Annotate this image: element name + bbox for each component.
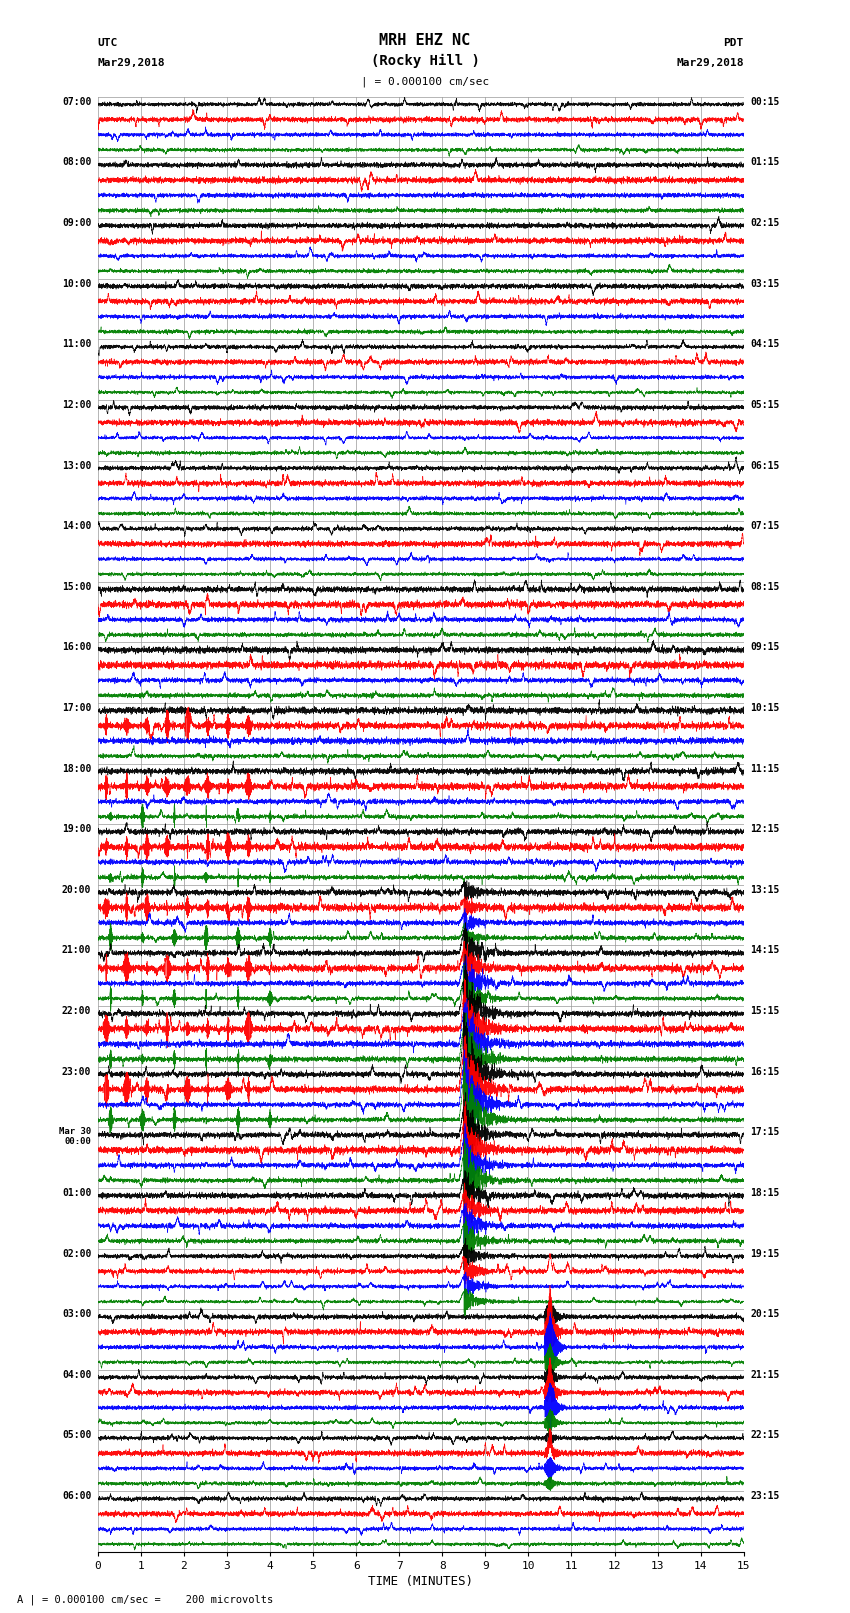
Text: 22:00: 22:00 bbox=[62, 1007, 91, 1016]
Text: 02:00: 02:00 bbox=[62, 1248, 91, 1258]
Text: 06:00: 06:00 bbox=[62, 1490, 91, 1502]
Text: | = 0.000100 cm/sec: | = 0.000100 cm/sec bbox=[361, 76, 489, 87]
Text: 14:00: 14:00 bbox=[62, 521, 91, 531]
Text: PDT: PDT bbox=[723, 39, 744, 48]
Text: 11:15: 11:15 bbox=[751, 763, 779, 774]
Text: Mar29,2018: Mar29,2018 bbox=[677, 58, 744, 68]
Text: 19:15: 19:15 bbox=[751, 1248, 779, 1258]
Text: UTC: UTC bbox=[98, 39, 118, 48]
Text: 18:00: 18:00 bbox=[62, 763, 91, 774]
Text: Mar 30
00:00: Mar 30 00:00 bbox=[59, 1127, 91, 1147]
Text: 10:00: 10:00 bbox=[62, 279, 91, 289]
Text: 16:00: 16:00 bbox=[62, 642, 91, 652]
Text: 21:00: 21:00 bbox=[62, 945, 91, 955]
Text: 02:15: 02:15 bbox=[751, 218, 779, 227]
Text: 12:15: 12:15 bbox=[751, 824, 779, 834]
Text: 12:00: 12:00 bbox=[62, 400, 91, 410]
Text: 18:15: 18:15 bbox=[751, 1187, 779, 1198]
Text: MRH EHZ NC: MRH EHZ NC bbox=[379, 34, 471, 48]
Text: 05:15: 05:15 bbox=[751, 400, 779, 410]
Text: 06:15: 06:15 bbox=[751, 461, 779, 471]
Text: 11:00: 11:00 bbox=[62, 339, 91, 350]
Text: A | = 0.000100 cm/sec =    200 microvolts: A | = 0.000100 cm/sec = 200 microvolts bbox=[17, 1594, 273, 1605]
Text: 00:15: 00:15 bbox=[751, 97, 779, 106]
Text: 04:00: 04:00 bbox=[62, 1369, 91, 1379]
Text: Mar29,2018: Mar29,2018 bbox=[98, 58, 165, 68]
Text: 07:00: 07:00 bbox=[62, 97, 91, 106]
Text: 10:15: 10:15 bbox=[751, 703, 779, 713]
Text: 13:15: 13:15 bbox=[751, 886, 779, 895]
Text: 15:15: 15:15 bbox=[751, 1007, 779, 1016]
Text: 20:00: 20:00 bbox=[62, 886, 91, 895]
Text: 16:15: 16:15 bbox=[751, 1066, 779, 1077]
Text: 23:15: 23:15 bbox=[751, 1490, 779, 1502]
Text: 19:00: 19:00 bbox=[62, 824, 91, 834]
Text: 05:00: 05:00 bbox=[62, 1431, 91, 1440]
Text: 04:15: 04:15 bbox=[751, 339, 779, 350]
Text: 08:00: 08:00 bbox=[62, 158, 91, 168]
Text: (Rocky Hill ): (Rocky Hill ) bbox=[371, 53, 479, 68]
X-axis label: TIME (MINUTES): TIME (MINUTES) bbox=[368, 1574, 473, 1587]
Text: 01:00: 01:00 bbox=[62, 1187, 91, 1198]
Text: 03:00: 03:00 bbox=[62, 1310, 91, 1319]
Text: 08:15: 08:15 bbox=[751, 582, 779, 592]
Text: 03:15: 03:15 bbox=[751, 279, 779, 289]
Text: 14:15: 14:15 bbox=[751, 945, 779, 955]
Text: 20:15: 20:15 bbox=[751, 1310, 779, 1319]
Text: 23:00: 23:00 bbox=[62, 1066, 91, 1077]
Text: 13:00: 13:00 bbox=[62, 461, 91, 471]
Text: 01:15: 01:15 bbox=[751, 158, 779, 168]
Text: 17:15: 17:15 bbox=[751, 1127, 779, 1137]
Text: 22:15: 22:15 bbox=[751, 1431, 779, 1440]
Text: 15:00: 15:00 bbox=[62, 582, 91, 592]
Text: 21:15: 21:15 bbox=[751, 1369, 779, 1379]
Text: 07:15: 07:15 bbox=[751, 521, 779, 531]
Text: 09:15: 09:15 bbox=[751, 642, 779, 652]
Text: 17:00: 17:00 bbox=[62, 703, 91, 713]
Text: 09:00: 09:00 bbox=[62, 218, 91, 227]
